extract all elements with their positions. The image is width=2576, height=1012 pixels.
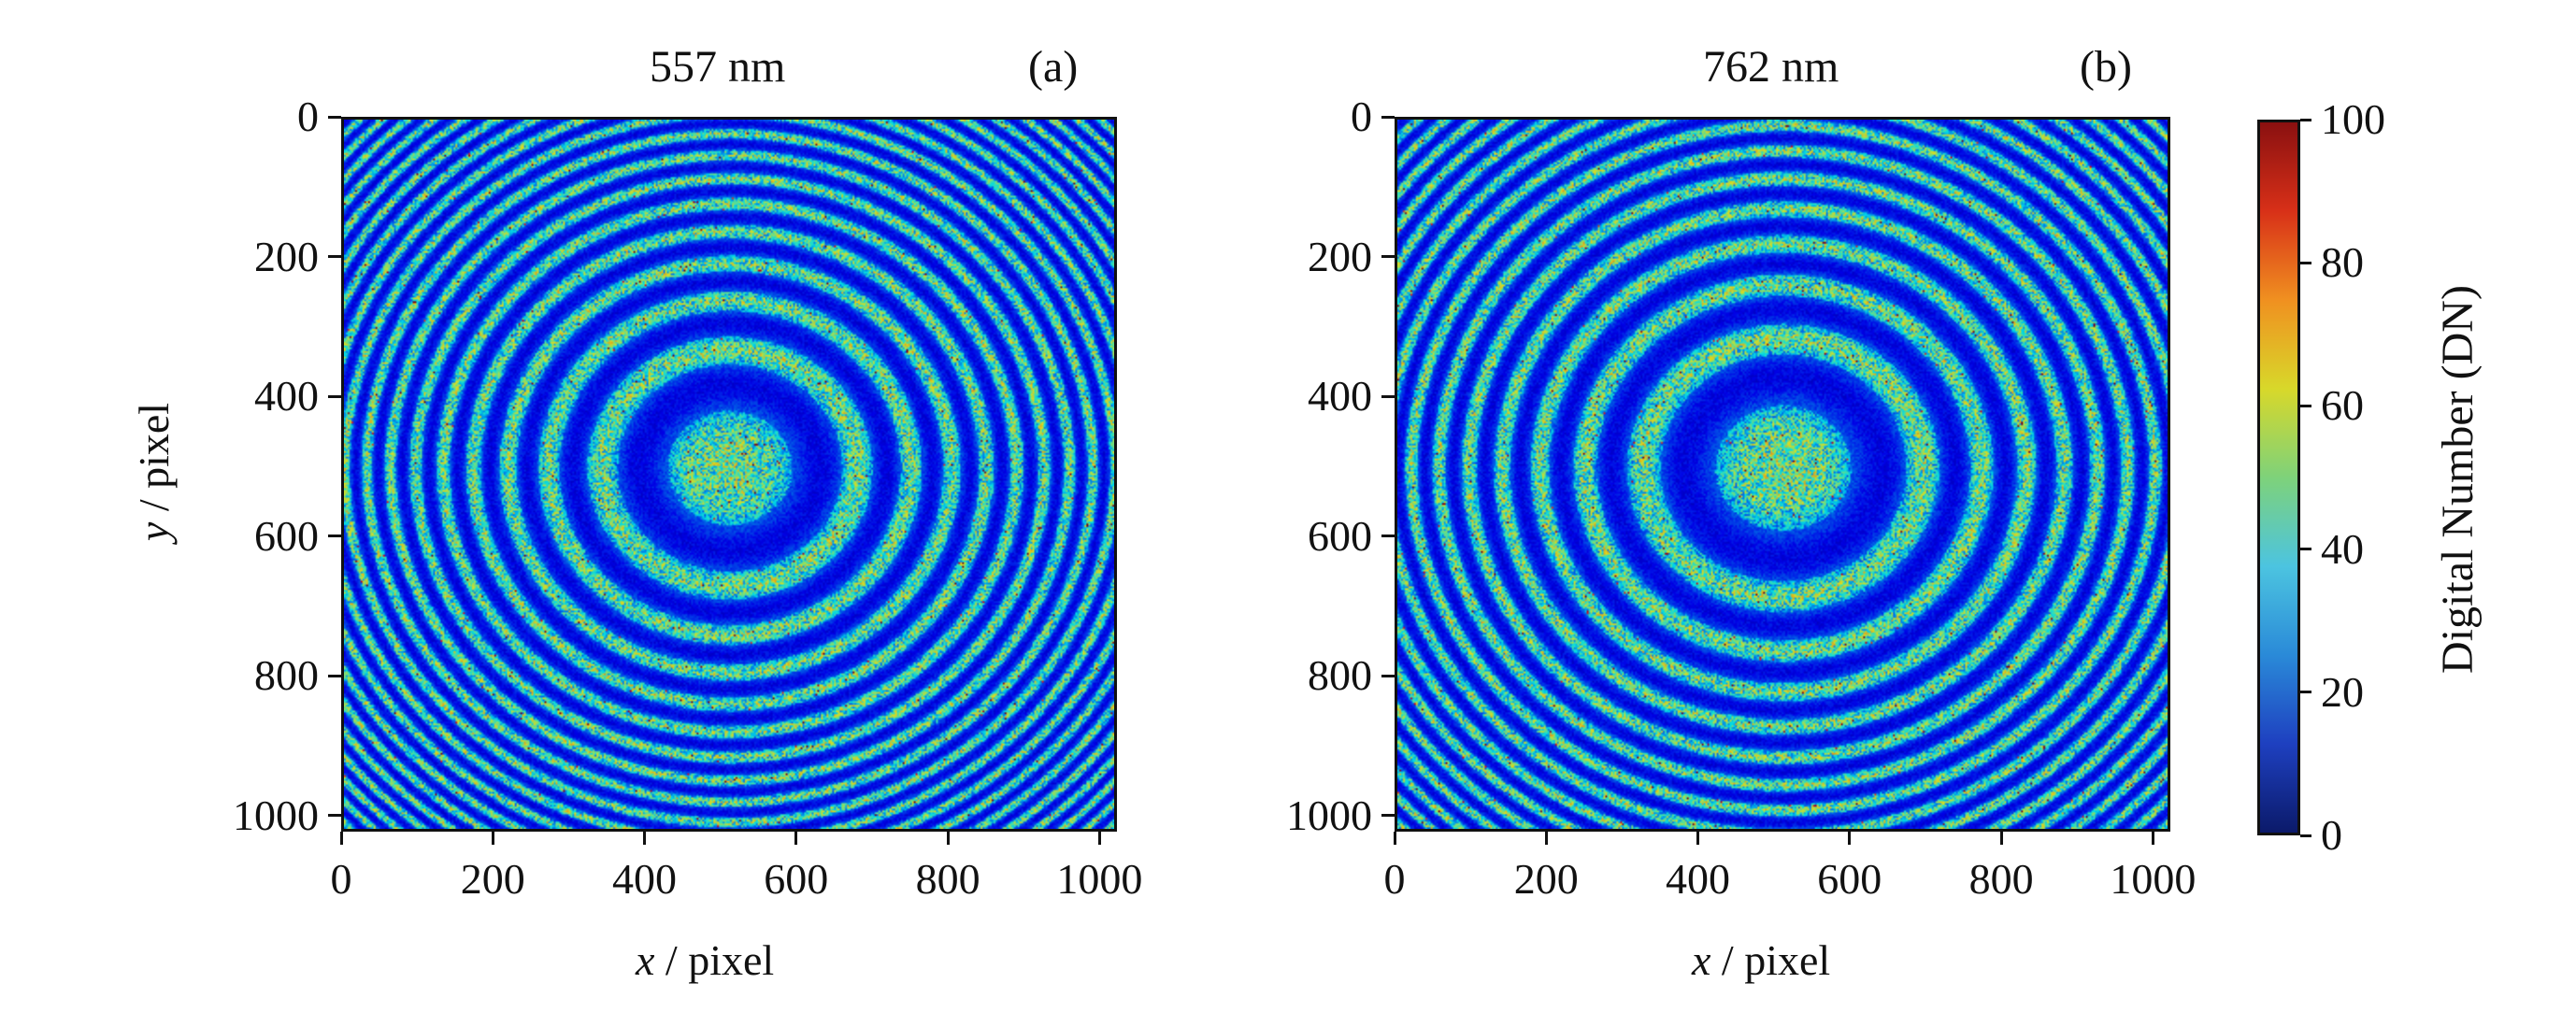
y-tick-label: 400	[1308, 372, 1372, 420]
colorbar-tick-label: 80	[2321, 238, 2364, 287]
colorbar-tick-label: 40	[2321, 524, 2364, 573]
panel-a-xlabel: x / pixel	[636, 939, 774, 982]
x-tick-mark	[1848, 832, 1852, 845]
x-tick-mark	[2151, 832, 2154, 845]
x-tick-label: 800	[1968, 855, 2034, 903]
colorbar-tick-label: 100	[2321, 95, 2385, 143]
panel-b-label: (b)	[2080, 42, 2132, 92]
x-tick-label: 600	[1817, 855, 1882, 903]
y-tick-mark	[328, 255, 341, 259]
y-tick-label: 1000	[233, 791, 319, 839]
x-tick-label: 1000	[1056, 855, 1143, 903]
x-tick-mark	[339, 832, 343, 845]
colorbar-tick-mark	[2300, 834, 2311, 837]
colorbar-tick-label: 60	[2321, 381, 2364, 430]
x-tick-label: 200	[1513, 855, 1579, 903]
colorbar-tick-label: 20	[2321, 667, 2364, 716]
colorbar-tick-mark	[2300, 118, 2311, 121]
y-tick-mark	[1381, 115, 1395, 119]
y-tick-label: 1000	[1286, 791, 1372, 839]
panel-a-xlabel-var: x	[636, 936, 655, 984]
x-tick-mark	[1544, 832, 1548, 845]
y-tick-mark	[1381, 394, 1395, 398]
x-tick-label: 1000	[2110, 855, 2197, 903]
x-tick-mark	[643, 832, 647, 845]
colorbar-label: Digital Number (DN)	[2433, 285, 2483, 674]
colorbar-tick-mark	[2300, 261, 2311, 264]
y-tick-label: 600	[1308, 511, 1372, 560]
panel-a-xlabel-text: / pixel	[665, 936, 775, 984]
colorbar-tick-mark	[2300, 404, 2311, 407]
x-tick-mark	[491, 832, 494, 845]
panel-a-ylabel: y / pixel	[130, 402, 178, 542]
x-tick-label: 400	[1666, 855, 1731, 903]
x-tick-mark	[946, 832, 950, 845]
y-tick-label: 0	[1351, 93, 1372, 140]
x-tick-label: 800	[915, 855, 980, 903]
y-tick-mark	[328, 115, 341, 119]
panel-b-title: 762 nm	[1703, 42, 1839, 92]
x-tick-label: 200	[460, 855, 525, 903]
x-tick-mark	[1393, 832, 1396, 845]
panel-a-title: 557 nm	[650, 42, 786, 92]
y-tick-label: 200	[254, 232, 319, 280]
x-tick-mark	[1696, 832, 1700, 845]
colorbar-tick-mark	[2300, 548, 2311, 551]
panel-b-xlabel: x / pixel	[1692, 939, 1830, 982]
y-tick-label: 800	[1308, 651, 1372, 700]
y-tick-label: 0	[297, 93, 319, 140]
panel-b-xlabel-var: x	[1692, 936, 1711, 984]
x-tick-label: 600	[764, 855, 829, 903]
y-tick-mark	[328, 394, 341, 398]
panel-a-heatmap	[341, 117, 1117, 832]
x-tick-label: 0	[330, 855, 352, 903]
x-tick-mark	[794, 832, 798, 845]
x-tick-label: 0	[1383, 855, 1406, 903]
x-tick-mark	[1097, 832, 1101, 845]
y-tick-mark	[1381, 674, 1395, 677]
panel-a-ylabel-var: y	[130, 521, 178, 542]
y-tick-label: 400	[254, 372, 319, 420]
panel-b-heatmap	[1395, 117, 2170, 832]
x-tick-mark	[1999, 832, 2003, 845]
y-tick-label: 600	[254, 511, 319, 560]
y-tick-mark	[328, 674, 341, 677]
panel-a-label: (a)	[1028, 42, 1079, 92]
panel-a-ylabel-text: / pixel	[130, 402, 178, 512]
colorbar-tick-mark	[2300, 691, 2311, 694]
y-tick-mark	[1381, 535, 1395, 538]
colorbar-gradient	[2257, 120, 2300, 835]
x-tick-label: 400	[612, 855, 678, 903]
y-tick-mark	[1381, 814, 1395, 818]
y-tick-mark	[1381, 255, 1395, 259]
panel-b-xlabel-text: / pixel	[1721, 936, 1831, 984]
y-tick-label: 800	[254, 651, 319, 700]
colorbar-tick-label: 0	[2321, 811, 2342, 859]
y-tick-label: 200	[1308, 232, 1372, 280]
y-tick-mark	[328, 535, 341, 538]
y-tick-mark	[328, 814, 341, 818]
